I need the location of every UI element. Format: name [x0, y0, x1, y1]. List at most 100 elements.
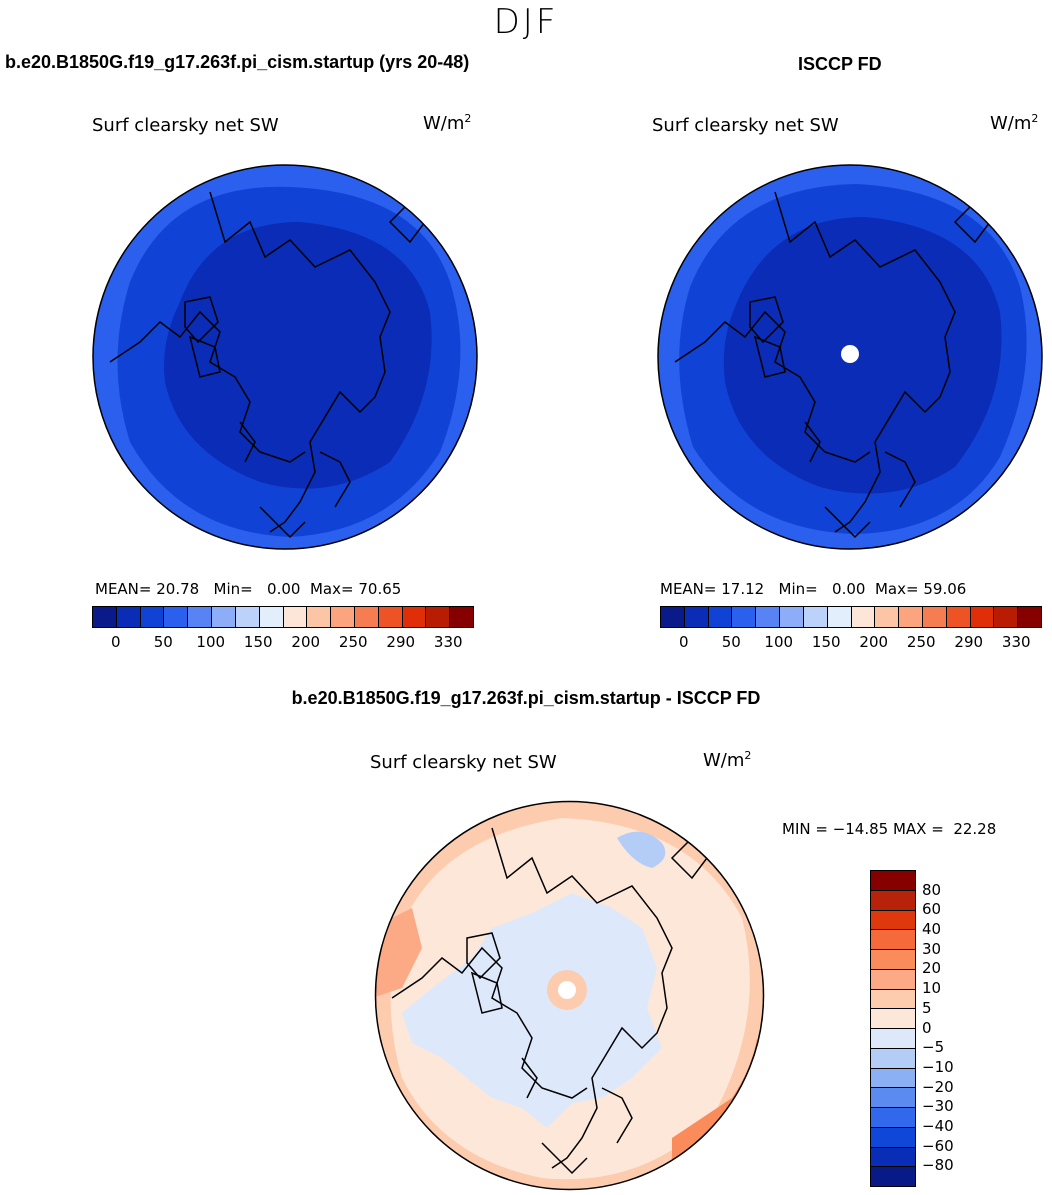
panel2-variable: Surf clearsky net SW [652, 115, 839, 136]
colorbar-segment [994, 607, 1019, 627]
colorbar-segment [827, 607, 852, 627]
colorbar-segment [871, 930, 915, 950]
colorbar-tick-label: 100 [764, 633, 794, 651]
colorbar-segment [93, 607, 117, 627]
colorbar-segment [684, 607, 709, 627]
colorbar-tick-label: 0 [110, 633, 121, 651]
panel1-colorbar-ticks: 0 50 100 150 200 250 290 330 [92, 633, 472, 653]
panel2-colorbar [660, 606, 1042, 628]
colorbar-segment [871, 1029, 915, 1049]
colorbar-segment [164, 607, 189, 627]
colorbar-segment [871, 890, 915, 911]
colorbar-tick-label: 20 [922, 959, 942, 978]
colorbar-segment [871, 969, 915, 990]
colorbar-tick-label: 30 [922, 939, 942, 958]
colorbar-segment [450, 607, 473, 627]
colorbar-tick-label: 60 [922, 900, 942, 919]
colorbar-tick-label: −10 [922, 1057, 954, 1076]
colorbar-segment [780, 607, 804, 627]
panel2-polar-map [657, 164, 1043, 550]
colorbar-segment [871, 871, 915, 891]
colorbar-tick-label: −60 [922, 1136, 954, 1155]
colorbar-segment [402, 607, 427, 627]
panel1-zone-inner [164, 222, 432, 489]
colorbar-tick-label: 40 [922, 920, 942, 939]
panel3-minmax: MIN = −14.85 MAX = 22.28 [782, 820, 997, 838]
colorbar-segment [970, 607, 995, 627]
colorbar-segment [708, 607, 733, 627]
colorbar-segment [871, 910, 915, 931]
colorbar-tick-label: 5 [922, 998, 932, 1017]
colorbar-segment [851, 607, 876, 627]
colorbar-tick-label: 330 [1001, 633, 1031, 651]
panel2-zone-inner [723, 217, 1002, 494]
colorbar-segment [871, 1048, 915, 1069]
season-title: DJF [493, 2, 559, 42]
colorbar-segment [732, 607, 757, 627]
colorbar-segment [875, 607, 900, 627]
colorbar-segment [331, 607, 355, 627]
colorbar-segment [871, 1167, 915, 1186]
panel1-stats: MEAN= 20.78 Min= 0.00 Max= 70.65 [95, 580, 402, 598]
colorbar-segment [871, 1147, 915, 1168]
colorbar-tick-label: 0 [922, 1018, 932, 1037]
panel3-colorbar-ticks: 80 60 40 30 20 10 5 0 −5 −10 −20 −30 −40 −60 −80 [922, 870, 982, 1185]
colorbar-tick-label: −40 [922, 1116, 954, 1135]
colorbar-segment [1018, 607, 1041, 627]
colorbar-segment [259, 607, 284, 627]
colorbar-segment [899, 607, 923, 627]
panel1-units: W/m2 [423, 112, 472, 134]
panel3-colorbar [870, 870, 916, 1187]
colorbar-tick-label: 150 [243, 633, 273, 651]
colorbar-segment [803, 607, 828, 627]
colorbar-tick-label: 50 [153, 633, 173, 651]
colorbar-segment [871, 989, 915, 1010]
panel2-colorbar-ticks: 0 50 100 150 200 250 290 330 [660, 633, 1040, 653]
panel1-title: b.e20.B1850G.f19_g17.263f.pi_cism.startu… [5, 52, 470, 72]
colorbar-segment [212, 607, 236, 627]
colorbar-tick-label: 290 [386, 633, 416, 651]
colorbar-segment [140, 607, 165, 627]
colorbar-segment [946, 607, 971, 627]
colorbar-segment [871, 1009, 915, 1029]
colorbar-tick-label: 80 [922, 880, 942, 899]
colorbar-tick-label: 50 [721, 633, 741, 651]
panel3-title: b.e20.B1850G.f19_g17.263f.pi_cism.startu… [291, 688, 761, 708]
colorbar-segment [871, 1127, 915, 1148]
colorbar-segment [922, 607, 947, 627]
panel2-stats: MEAN= 17.12 Min= 0.00 Max= 59.06 [660, 580, 967, 598]
colorbar-segment [283, 607, 308, 627]
panel1-polar-map [92, 164, 478, 550]
colorbar-tick-label: −5 [922, 1038, 945, 1057]
panel3-variable: Surf clearsky net SW [370, 752, 557, 773]
colorbar-segment [426, 607, 451, 627]
colorbar-segment [188, 607, 213, 627]
colorbar-tick-label: −20 [922, 1077, 954, 1096]
colorbar-segment [307, 607, 332, 627]
colorbar-tick-label: 0 [678, 633, 689, 651]
colorbar-segment [871, 1068, 915, 1089]
colorbar-segment [871, 1088, 915, 1108]
colorbar-segment [871, 1108, 915, 1128]
colorbar-tick-label: 200 [859, 633, 889, 651]
colorbar-tick-label: 10 [922, 979, 942, 998]
colorbar-tick-label: 200 [291, 633, 321, 651]
colorbar-tick-label: 290 [954, 633, 984, 651]
colorbar-segment [354, 607, 379, 627]
colorbar-tick-label: 100 [196, 633, 226, 651]
colorbar-tick-label: 330 [433, 633, 463, 651]
panel1-colorbar [92, 606, 474, 628]
colorbar-segment [116, 607, 141, 627]
colorbar-segment [378, 607, 403, 627]
colorbar-segment [756, 607, 781, 627]
colorbar-tick-label: 250 [906, 633, 936, 651]
colorbar-tick-label: −30 [922, 1097, 954, 1116]
colorbar-tick-label: 150 [811, 633, 841, 651]
colorbar-segment [661, 607, 685, 627]
panel3-units: W/m2 [703, 749, 752, 771]
panel1-variable: Surf clearsky net SW [92, 115, 279, 136]
panel2-units: W/m2 [990, 112, 1039, 134]
panel2-title: ISCCP FD [798, 54, 882, 74]
colorbar-tick-label: 250 [338, 633, 368, 651]
panel3-polar-map [374, 800, 765, 1191]
